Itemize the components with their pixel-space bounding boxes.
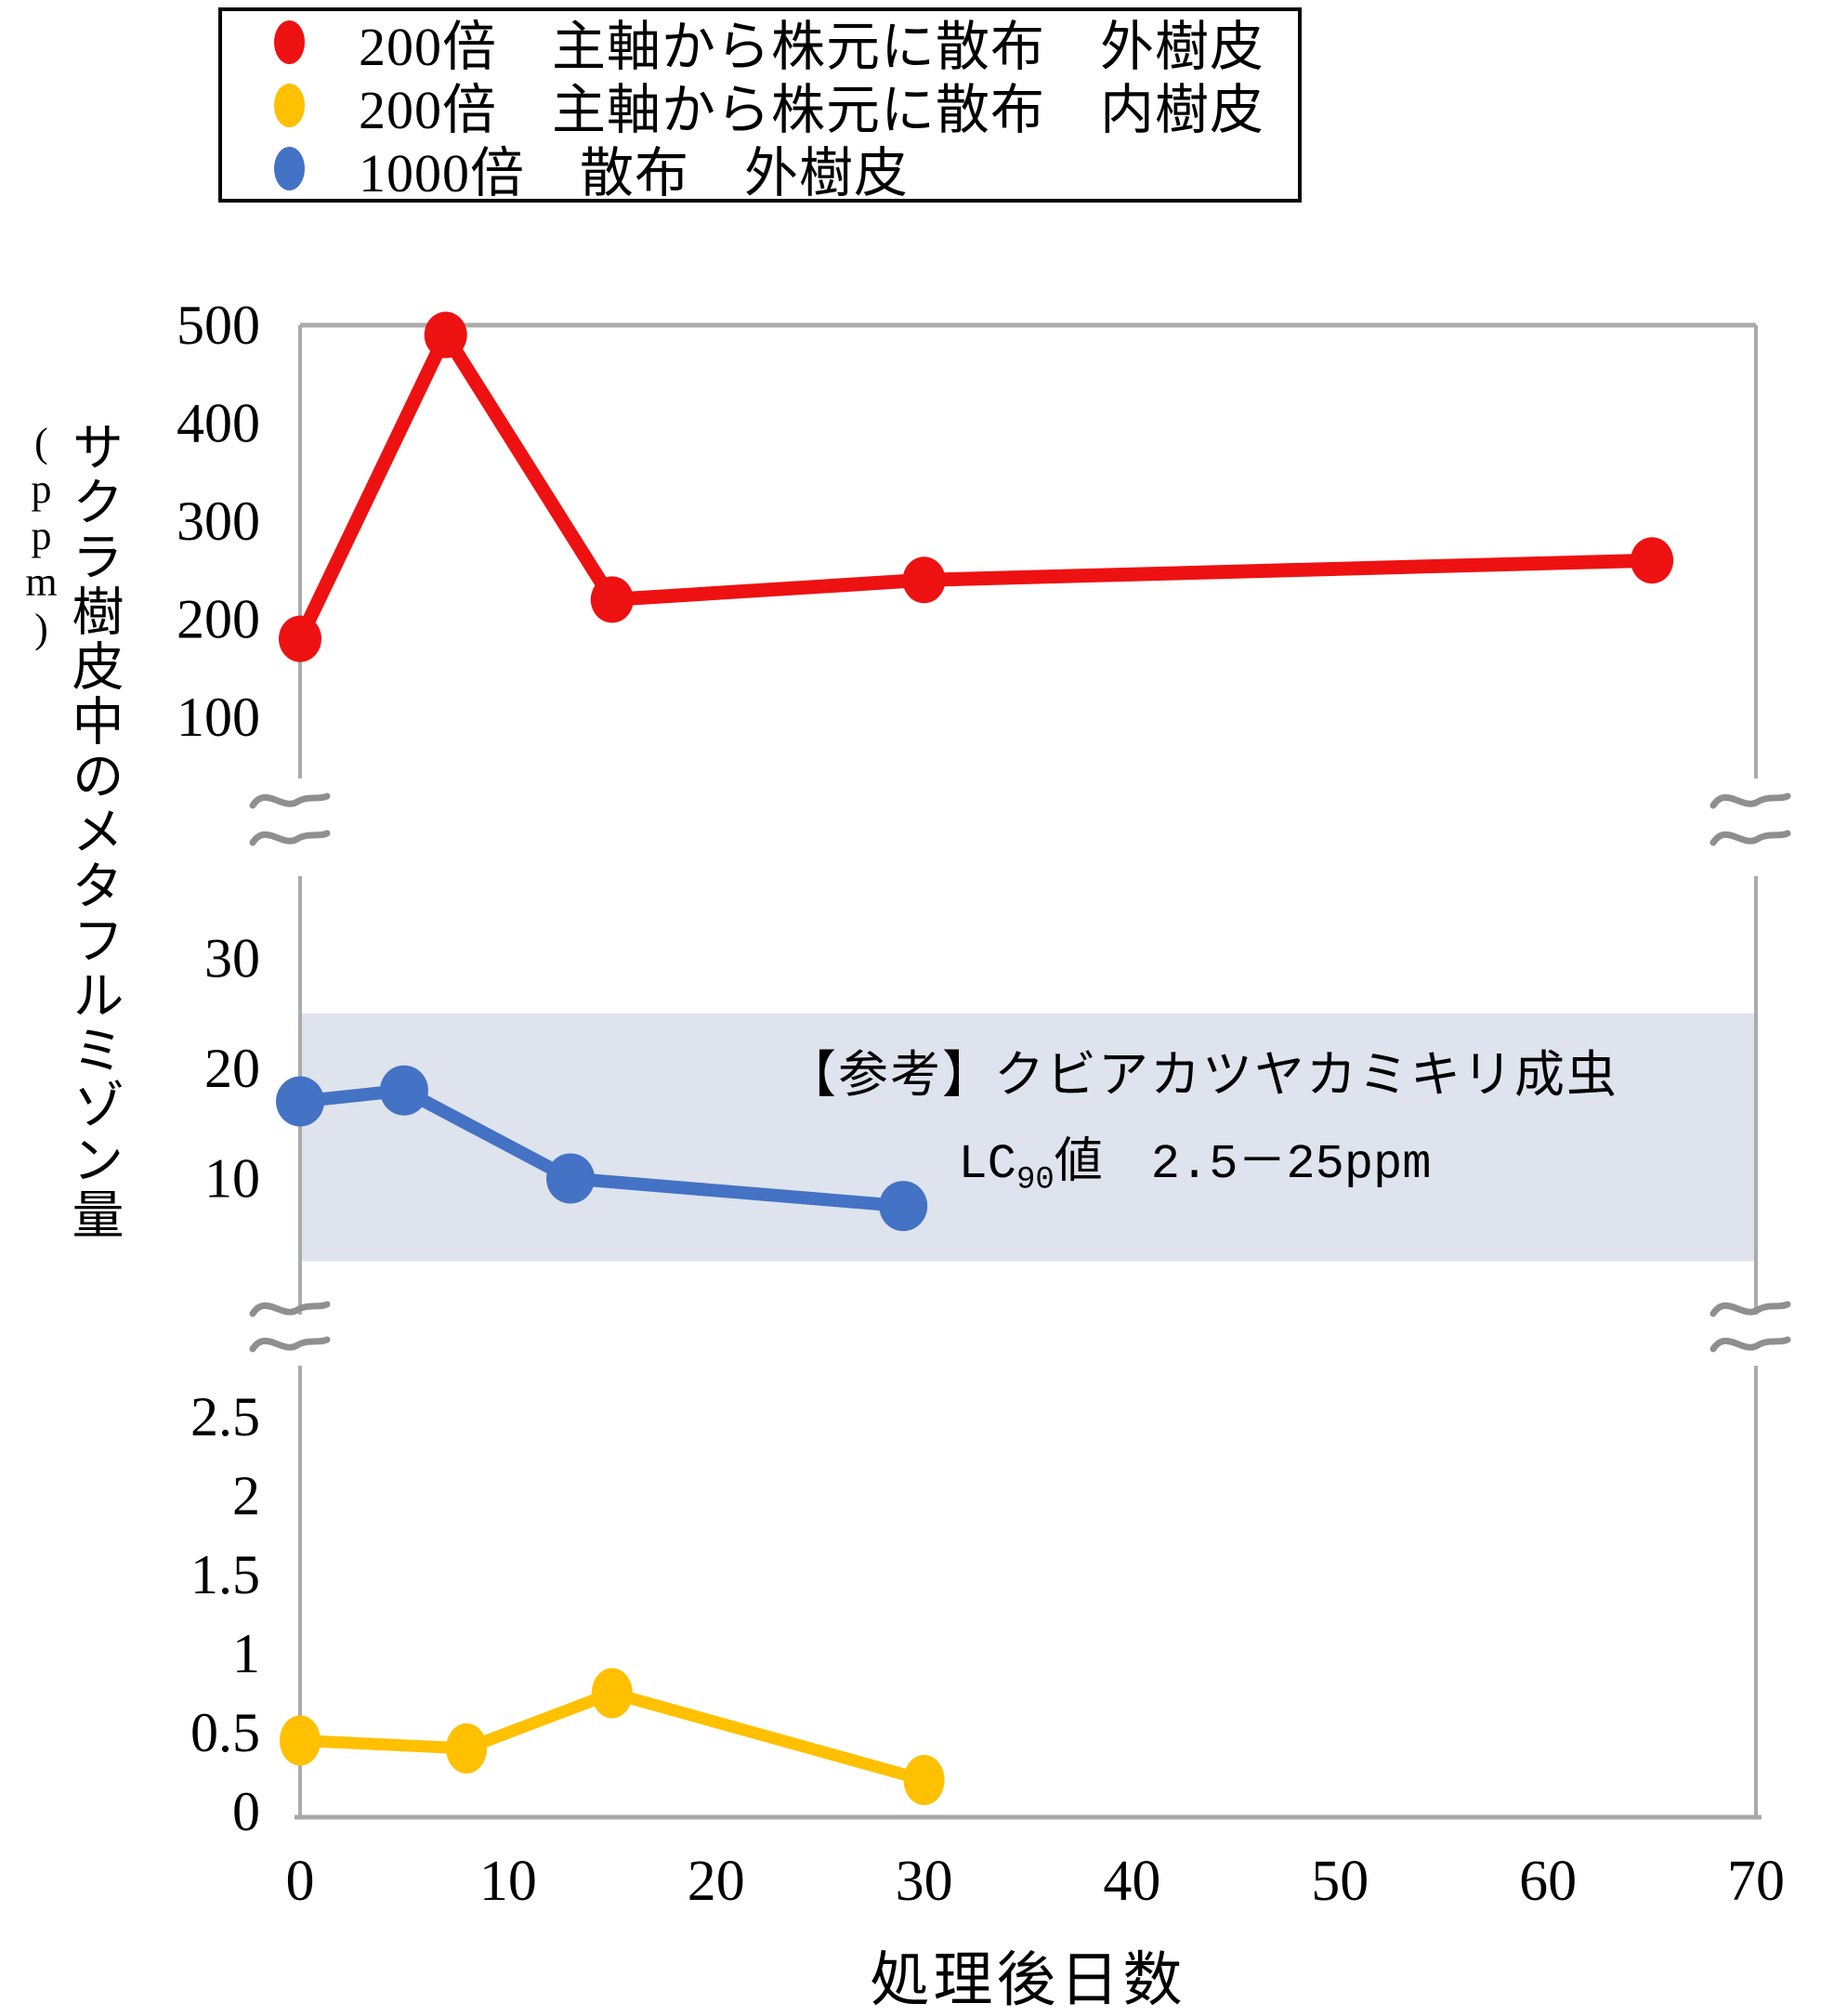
data-point-1-0 [276,1076,324,1127]
reference-annotation: 【参考】クビアカツヤカミキリ成虫 LC90値 2.5－25ppm [786,1033,1618,1198]
y-tick-label-top-300: 300 [177,491,260,552]
x-tick-label-0: 0 [286,1850,315,1913]
axis-break-left-0-0 [249,792,331,809]
annotation-line2: LC90値 2.5－25ppm [786,1121,1604,1198]
y-tick-label-top-200: 200 [177,589,260,650]
legend-marker-icon [274,20,305,64]
y-tick-label-middle-30: 30 [204,928,260,989]
axis-break-right-1-1 [1710,1336,1791,1353]
y-axis-title: サクラ樹皮中のメタフルミゾン量(ppm) [15,420,122,1256]
series-line-1 [299,1083,904,1213]
legend-marker-icon [274,83,305,127]
data-point-2-3 [903,1755,945,1805]
annotation-lc: LC [958,1137,1016,1192]
axis-break-left-1-1 [249,1336,331,1353]
y-tick-label-top-400: 400 [177,393,260,454]
x-axis-title: 処理後日数 [870,1947,1186,2013]
annotation-line1: 【参考】クビアカツヤカミキリ成虫 [786,1047,1618,1103]
annotation-chi: 値 [1054,1135,1103,1188]
x-tick-label-20: 20 [688,1850,745,1913]
data-point-2-1 [446,1723,488,1774]
y-tick-label-bottom-2.5: 2.5 [190,1386,260,1447]
reference-band [300,1013,1756,1262]
x-tick-label-40: 40 [1103,1850,1160,1913]
legend-item-0: 200倍 主軸から株元に散布 外樹皮 [265,13,1298,77]
x-tick-label-10: 10 [479,1850,537,1913]
y-tick-label-middle-20: 20 [204,1038,260,1099]
axis-break-left-0-1 [249,830,331,846]
y-tick-label-bottom-0: 0 [232,1781,260,1842]
legend-item-1: 200倍 主軸から株元に散布 内樹皮 [265,76,1298,140]
data-point-1-1 [379,1065,428,1116]
x-tick-label-30: 30 [896,1850,953,1913]
data-point-1-3 [879,1181,928,1232]
x-tick-label-60: 60 [1519,1850,1577,1913]
y-tick-label-bottom-2: 2 [232,1465,260,1526]
series-line-0 [294,321,1653,642]
y-tick-label-top-500: 500 [177,295,260,356]
data-point-0-2 [590,576,634,623]
y-tick-label-middle-10: 10 [204,1148,260,1210]
annotation-lc-sub: 90 [1015,1162,1055,1198]
legend-label: 200倍 主軸から株元に散布 内樹皮 [359,80,1265,140]
axis-break-right-1-0 [1710,1301,1791,1317]
legend: 200倍 主軸から株元に散布 外樹皮 200倍 主軸から株元に散布 内樹皮 1000… [218,7,1302,203]
data-point-2-2 [591,1668,633,1719]
data-point-0-0 [279,615,321,662]
series-line-2 [299,1686,926,1787]
axis-break-right-0-1 [1710,830,1791,846]
data-point-0-1 [424,311,467,359]
y-axis-unit: (ppm) [19,420,64,652]
x-tick-label-70: 70 [1727,1850,1785,1913]
x-tick-label-50: 50 [1311,1850,1369,1913]
annotation-range: 2.5－25ppm [1102,1137,1432,1192]
data-point-0-4 [1631,537,1674,584]
legend-item-2: 1000倍 散布 外樹皮 [265,139,1298,203]
axis-break-left-1-0 [249,1301,331,1317]
y-tick-label-bottom-0.5: 0.5 [190,1702,260,1763]
legend-label: 200倍 主軸から株元に散布 外樹皮 [359,17,1265,77]
y-tick-label-bottom-1.5: 1.5 [190,1544,260,1605]
legend-label: 1000倍 散布 外樹皮 [359,143,910,203]
data-point-2-0 [280,1715,321,1766]
y-tick-label-top-100: 100 [177,687,260,748]
axis-break-right-0-0 [1710,792,1791,809]
y-tick-label-bottom-1: 1 [232,1623,260,1684]
y-axis-title-text: サクラ樹皮中のメタフルミゾン量 [64,420,122,1242]
data-point-0-3 [902,556,946,604]
data-point-1-2 [546,1153,596,1204]
legend-marker-icon [274,146,305,190]
